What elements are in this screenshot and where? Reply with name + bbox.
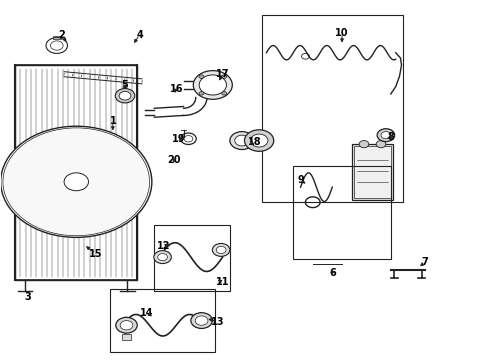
Bar (53, 36, 61, 39)
Circle shape (193, 71, 232, 99)
Text: 8: 8 (386, 132, 393, 142)
Text: 14: 14 (140, 308, 153, 318)
Text: 13: 13 (210, 317, 224, 327)
Circle shape (0, 126, 152, 237)
Text: 5: 5 (122, 80, 128, 90)
Text: 12: 12 (157, 241, 170, 251)
Circle shape (199, 91, 203, 95)
Text: 3: 3 (24, 292, 31, 302)
Bar (261, 15, 402, 202)
Text: 18: 18 (247, 138, 261, 147)
Text: 6: 6 (328, 268, 335, 278)
Text: 2: 2 (58, 30, 65, 40)
Text: 16: 16 (169, 84, 183, 94)
Text: 19: 19 (172, 134, 185, 144)
Circle shape (380, 132, 390, 139)
Circle shape (221, 91, 226, 95)
Bar (15, 65, 137, 280)
Circle shape (199, 75, 203, 78)
Bar (353, 146, 390, 198)
Text: 9: 9 (297, 175, 304, 185)
Circle shape (154, 251, 171, 264)
Circle shape (158, 253, 167, 261)
Text: 4: 4 (136, 30, 143, 40)
Circle shape (216, 246, 225, 253)
Circle shape (120, 320, 133, 330)
Circle shape (195, 316, 207, 325)
Circle shape (375, 140, 385, 148)
Circle shape (221, 75, 226, 78)
Circle shape (376, 129, 394, 141)
Circle shape (229, 132, 254, 149)
Text: 17: 17 (215, 69, 229, 79)
Circle shape (358, 140, 368, 148)
Circle shape (212, 243, 229, 256)
Bar (293, 166, 390, 259)
Bar (110, 289, 215, 352)
Circle shape (234, 135, 249, 146)
Circle shape (199, 75, 226, 95)
Circle shape (190, 313, 212, 328)
Circle shape (116, 318, 137, 333)
Text: 1: 1 (109, 116, 116, 126)
Text: 20: 20 (167, 155, 180, 165)
Text: 10: 10 (335, 28, 348, 38)
Circle shape (250, 134, 267, 147)
Circle shape (244, 130, 273, 151)
Circle shape (64, 173, 88, 191)
Text: 15: 15 (89, 248, 102, 258)
Bar (122, 334, 131, 339)
Bar (351, 144, 392, 200)
Text: 7: 7 (421, 257, 427, 267)
Bar (154, 225, 229, 291)
Circle shape (115, 89, 135, 103)
Circle shape (119, 91, 131, 100)
Text: 11: 11 (215, 277, 229, 287)
